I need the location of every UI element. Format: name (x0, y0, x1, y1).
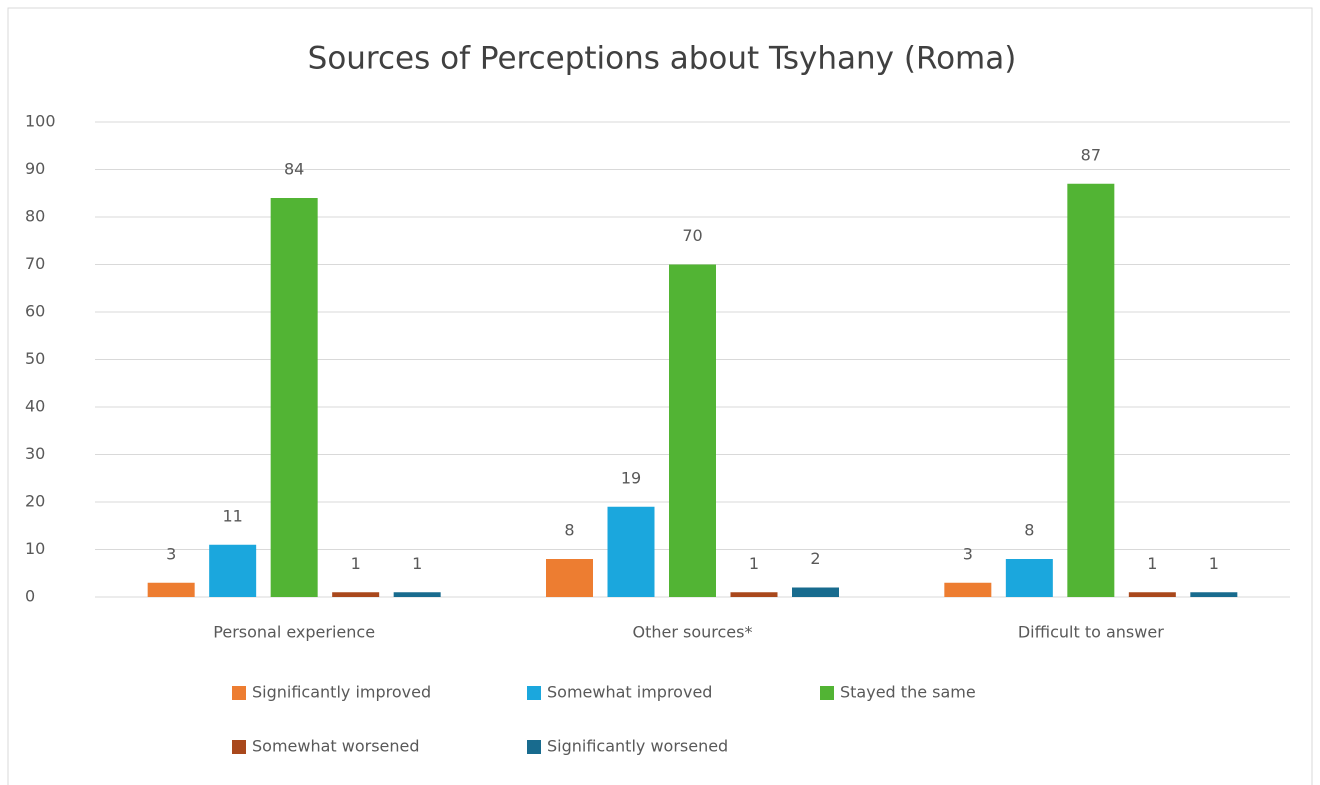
x-tick-label: Personal experience (213, 623, 375, 642)
bar (147, 582, 195, 597)
value-label: 1 (1209, 554, 1219, 573)
y-tick-label: 30 (25, 444, 45, 463)
legend-label: Somewhat improved (547, 683, 712, 702)
bar (209, 544, 257, 597)
value-label: 1 (749, 554, 759, 573)
value-label: 11 (222, 506, 242, 525)
value-label: 1 (1147, 554, 1157, 573)
legend-swatch (820, 686, 834, 700)
bar (792, 587, 839, 597)
y-tick-label: 100 (25, 112, 56, 131)
value-label: 84 (284, 160, 304, 179)
bar (944, 582, 992, 597)
legend-swatch (232, 686, 246, 700)
legend-label: Significantly improved (252, 683, 431, 702)
bar (332, 592, 380, 597)
bar (1128, 592, 1176, 597)
y-tick-label: 20 (25, 492, 45, 511)
value-label: 3 (963, 544, 973, 563)
bar (607, 506, 655, 597)
y-tick-label: 10 (25, 539, 45, 558)
value-label: 19 (621, 468, 641, 487)
y-tick-label: 90 (25, 159, 45, 178)
bar (393, 592, 441, 597)
x-tick-label: Difficult to answer (1018, 623, 1164, 642)
chart-border (7, 7, 1313, 785)
value-label: 70 (682, 226, 702, 245)
legend-label: Stayed the same (840, 683, 976, 702)
y-tick-label: 80 (25, 207, 45, 226)
bar (270, 198, 318, 597)
legend-swatch (232, 740, 246, 754)
legend-swatch (527, 686, 541, 700)
bar (546, 559, 593, 597)
value-label: 1 (412, 554, 422, 573)
value-label: 8 (1024, 521, 1034, 540)
y-tick-label: 40 (25, 397, 45, 416)
y-tick-label: 70 (25, 254, 45, 273)
bar (1005, 559, 1053, 597)
x-tick-label: Other sources* (633, 623, 753, 642)
chart-title: Sources of Perceptions about Tsyhany (Ro… (308, 41, 1017, 77)
bar (1067, 183, 1115, 597)
bar (669, 264, 716, 597)
value-label: 8 (564, 521, 574, 540)
bar (730, 592, 778, 597)
y-tick-label: 50 (25, 349, 45, 368)
y-tick-label: 60 (25, 302, 45, 321)
value-label: 1 (351, 554, 361, 573)
legend-swatch (527, 740, 541, 754)
bar (1190, 592, 1238, 597)
y-tick-label: 0 (25, 587, 35, 606)
value-label: 2 (810, 549, 820, 568)
legend-label: Somewhat worsened (252, 737, 420, 756)
legend-label: Significantly worsened (547, 737, 728, 756)
value-label: 87 (1081, 145, 1101, 164)
value-label: 3 (166, 544, 176, 563)
